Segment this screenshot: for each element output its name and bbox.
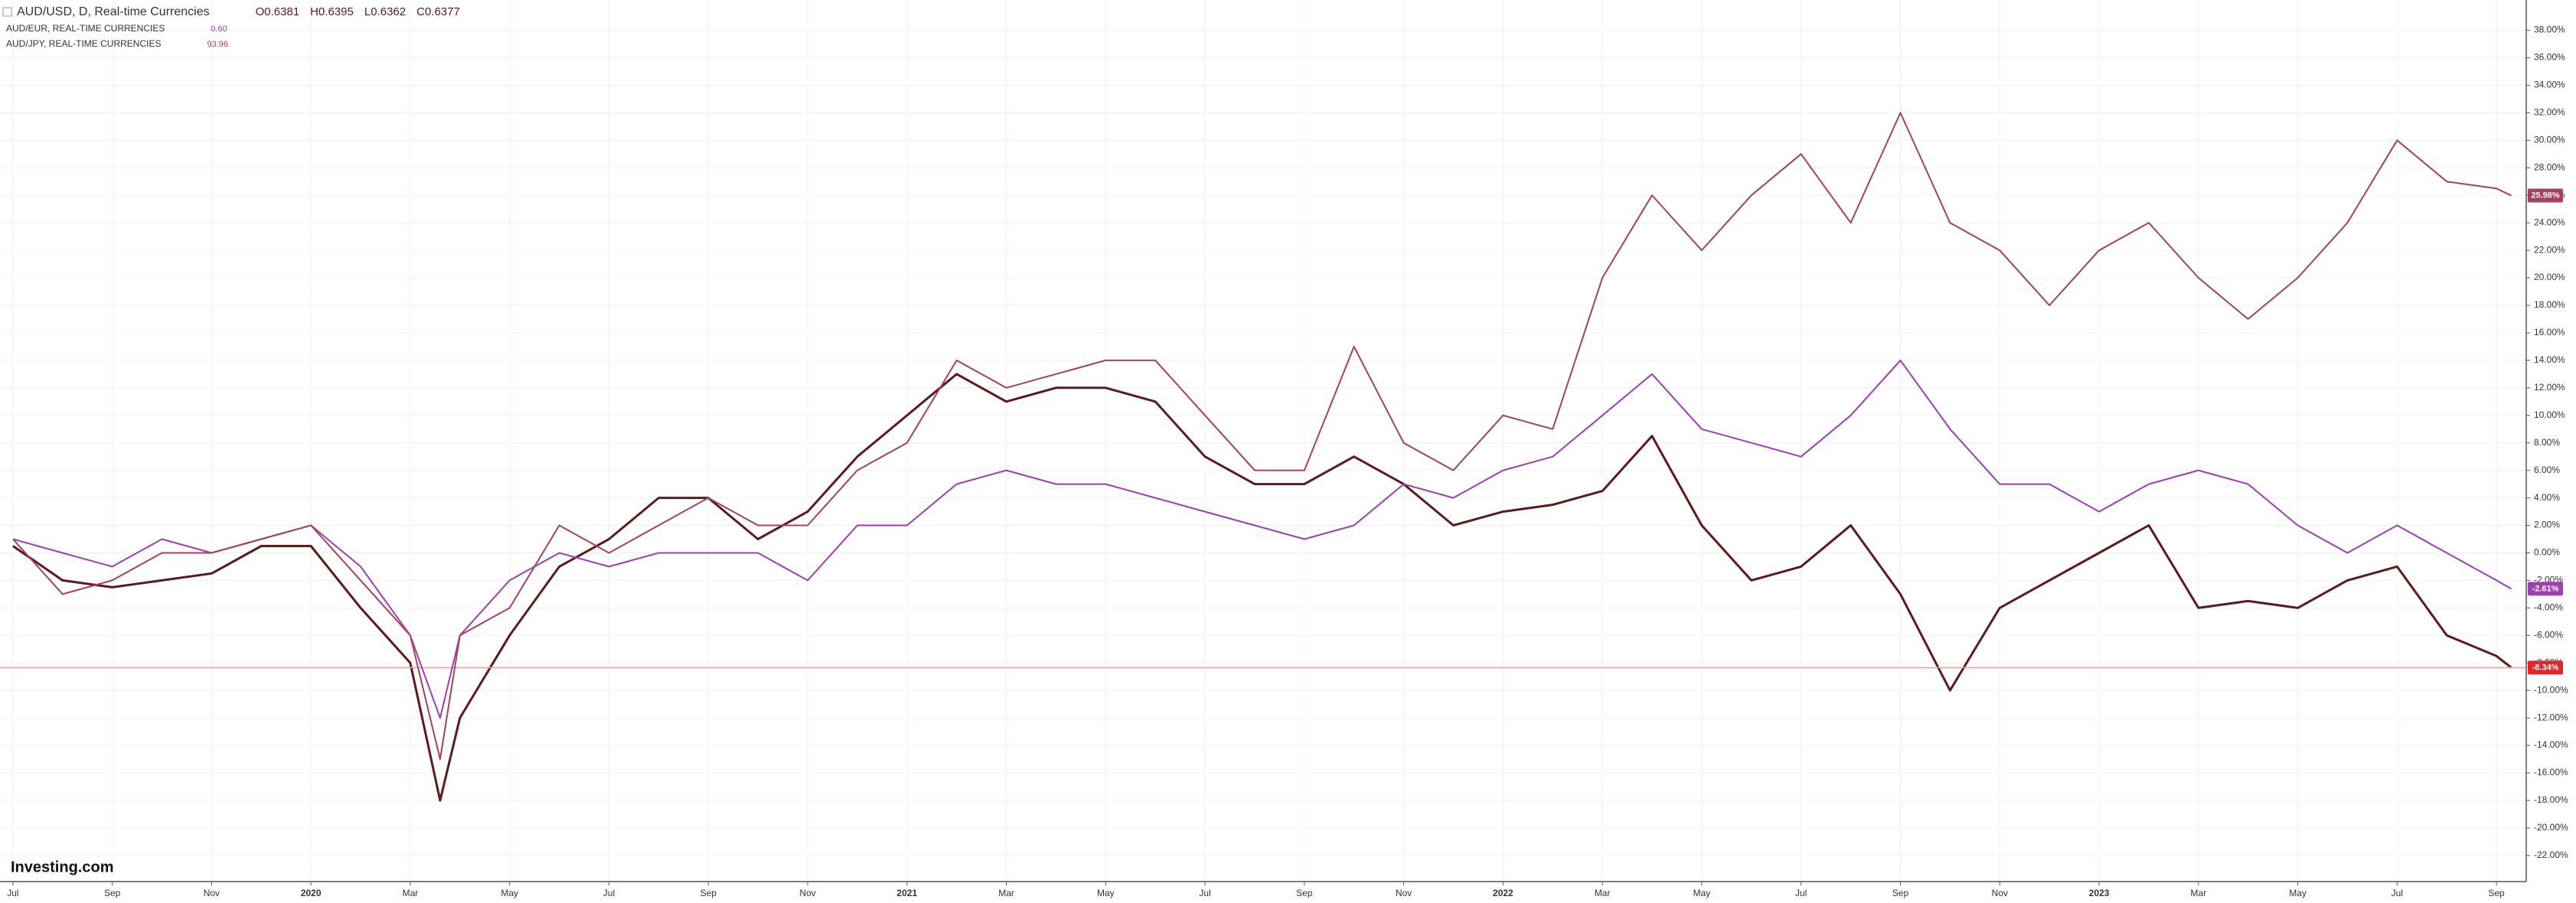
x-tick-label: May — [1097, 888, 1115, 898]
x-tick-label: Nov — [799, 888, 815, 898]
value-label: -8.34% — [2532, 663, 2559, 672]
legend-value: O0.6381 — [256, 5, 300, 18]
axis-labels: -22.00% -20.00% -18.00% -16.00% -14.00% -12.0… — [7, 24, 2568, 898]
value-badge — [2528, 660, 2563, 675]
x-tick-label: Sep — [104, 888, 121, 898]
x-tick-label: Sep — [2488, 888, 2505, 898]
legend-value: 0.60 — [211, 24, 227, 34]
x-tick-label: Sep — [1892, 888, 1909, 898]
y-tick-label: -20.00% — [2534, 822, 2568, 833]
x-tick-label: Nov — [1396, 888, 1412, 898]
y-tick-label: -10.00% — [2534, 684, 2568, 695]
series-line — [12, 112, 2512, 760]
y-tick-label: -12.00% — [2534, 712, 2568, 722]
y-tick-label: 20.00% — [2534, 272, 2565, 282]
value-badge — [2528, 582, 2563, 596]
x-tick-label: 2021 — [896, 888, 917, 898]
x-tick-label: Mar — [998, 888, 1014, 898]
legend-value: L0.6362 — [364, 5, 406, 18]
x-tick-label: Jul — [603, 888, 615, 898]
x-tick-label: Nov — [204, 888, 220, 898]
y-tick-label: 24.00% — [2534, 217, 2565, 227]
series-line — [12, 359, 2512, 719]
x-tick-label: May — [1693, 888, 1711, 898]
x-tick-label: Jul — [7, 888, 18, 898]
y-tick-label: 36.00% — [2534, 52, 2565, 63]
x-tick-label: Jul — [1199, 888, 1210, 898]
legend-value: C0.6377 — [416, 5, 460, 18]
y-tick-label: 38.00% — [2534, 24, 2565, 35]
x-tick-label: 2022 — [1493, 888, 1513, 898]
series-line — [12, 373, 2512, 802]
y-tick-label: -16.00% — [2534, 767, 2568, 777]
y-tick-label: 6.00% — [2534, 465, 2560, 475]
y-tick-label: 2.00% — [2534, 520, 2560, 530]
y-tick-label: 12.00% — [2534, 382, 2565, 393]
y-tick-label: 14.00% — [2534, 354, 2565, 365]
x-tick-label: 2023 — [2089, 888, 2110, 898]
legend-label: AUD/EUR, REAL-TIME CURRENCIES — [6, 23, 165, 34]
y-tick-label: 0.00% — [2534, 547, 2560, 558]
y-tick-label: -4.00% — [2534, 602, 2563, 613]
y-tick-label: 32.00% — [2534, 107, 2565, 118]
legend-value: 93.96 — [207, 40, 228, 49]
y-tick-label: -6.00% — [2534, 629, 2563, 640]
y-tick-label: 30.00% — [2534, 134, 2565, 145]
x-tick-label: Nov — [1992, 888, 2008, 898]
legend-label: AUD/JPY, REAL-TIME CURRENCIES — [6, 38, 161, 49]
x-tick-label: Mar — [2190, 888, 2206, 898]
legend-label: AUD/USD, D, Real-time Currencies — [17, 5, 210, 18]
x-tick-label: Jul — [2392, 888, 2403, 898]
x-tick-label: 2020 — [301, 888, 322, 898]
y-tick-label: -14.00% — [2534, 739, 2568, 750]
legend: AUD/USD, D, Real-time Currencies O0.6381 H… — [2, 5, 460, 49]
x-tick-label: May — [501, 888, 518, 898]
y-tick-label: 10.00% — [2534, 409, 2565, 420]
y-tick-label: 34.00% — [2534, 80, 2565, 90]
y-tick-label: 22.00% — [2534, 244, 2565, 255]
x-tick-label: Mar — [403, 888, 419, 898]
y-tick-label: 4.00% — [2534, 492, 2560, 503]
x-tick-label: Sep — [1296, 888, 1313, 898]
y-tick-label: 18.00% — [2534, 299, 2565, 310]
y-tick-label: 8.00% — [2534, 437, 2560, 448]
y-tick-label: -18.00% — [2534, 794, 2568, 805]
value-badge — [2528, 188, 2563, 203]
x-tick-label: Sep — [700, 888, 717, 898]
y-tick-label: -22.00% — [2534, 849, 2568, 860]
value-label: -2.61% — [2532, 584, 2559, 593]
plot — [0, 112, 2526, 802]
value-label: 25.98% — [2531, 191, 2560, 200]
x-tick-label: Mar — [1595, 888, 1611, 898]
legend-toggle — [2, 7, 12, 17]
x-tick-label: May — [2289, 888, 2307, 898]
logo: Investing.com — [11, 859, 113, 875]
legend-value: H0.6395 — [310, 5, 354, 18]
y-tick-label: 16.00% — [2534, 327, 2565, 337]
y-tick-label: 28.00% — [2534, 161, 2565, 172]
x-tick-label: Jul — [1795, 888, 1807, 898]
